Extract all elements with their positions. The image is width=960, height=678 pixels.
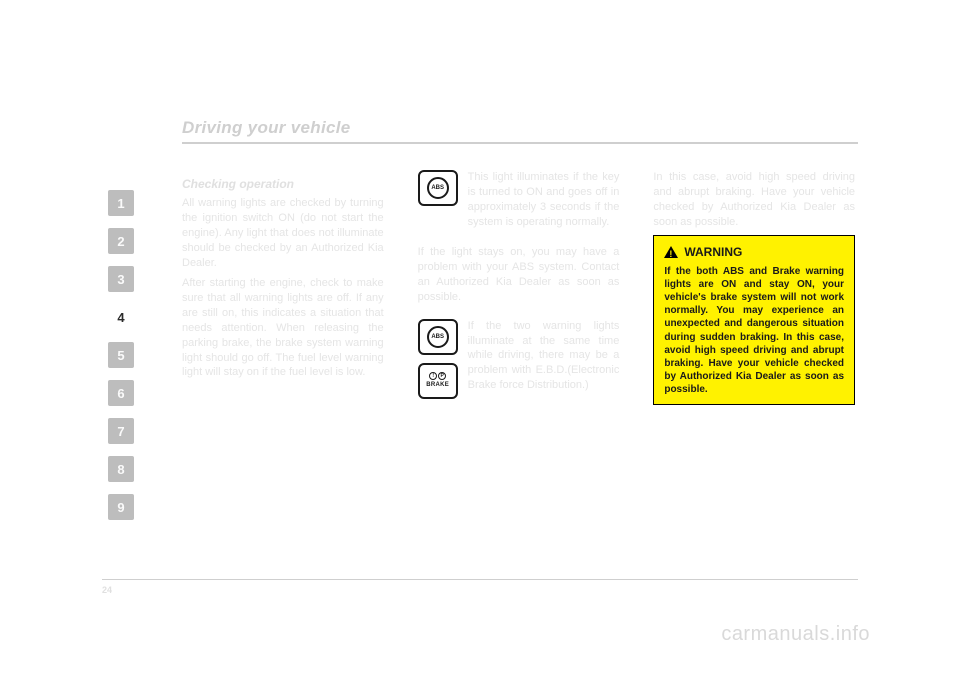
abs-icon-label-2: ABS [431,333,444,341]
rule-bottom [102,579,858,581]
warning-title: WARNING [684,244,742,260]
col2-p2: If the light stays on, you may have a pr… [418,245,620,304]
warning-title-row: WARNING [664,244,844,260]
warning-triangle-icon [664,246,678,258]
col3-p1: In this case, avoid high speed driving a… [653,170,855,229]
column-3: In this case, avoid high speed driving a… [653,170,855,573]
col1-p1: All warning lights are checked by turnin… [182,196,384,270]
page-number: 24 [102,585,112,595]
nav-5[interactable]: 5 [108,342,134,368]
warning-body: If the both ABS and Brake warning lights… [664,265,844,397]
content-columns: Checking operation All warning lights ar… [182,170,855,573]
icon-stack: ABS !P BRAKE [418,319,458,399]
manual-page: Driving your vehicle 1 2 3 4 5 6 7 8 9 C… [0,0,960,678]
abs-brake-row: ABS !P BRAKE If the two warning lights i… [418,319,620,399]
col2-p3: If the two warning lights illuminate at … [468,319,620,393]
abs-icon-label: ABS [431,184,444,192]
nav-9[interactable]: 9 [108,494,134,520]
nav-8[interactable]: 8 [108,456,134,482]
abs-icon-2: ABS [418,319,458,355]
nav-1[interactable]: 1 [108,190,134,216]
column-1: Checking operation All warning lights ar… [182,170,384,573]
col2-p1: This light illuminates if the key is tur… [468,170,620,229]
warning-box: WARNING If the both ABS and Brake warnin… [653,235,855,405]
chapter-nav: 1 2 3 4 5 6 7 8 9 [108,190,138,532]
watermark: carmanuals.info [721,623,870,646]
column-2: ABS This light illuminates if the key is… [418,170,620,573]
nav-6[interactable]: 6 [108,380,134,406]
nav-4[interactable]: 4 [108,304,134,330]
brake-icon-label: BRAKE [426,381,449,389]
abs-icon: ABS [418,170,458,206]
col1-heading: Checking operation [182,176,384,192]
nav-7[interactable]: 7 [108,418,134,444]
nav-3[interactable]: 3 [108,266,134,292]
rule-top [182,142,858,144]
col1-p2: After starting the engine, check to make… [182,276,384,380]
abs-row-1: ABS This light illuminates if the key is… [418,170,620,235]
nav-2[interactable]: 2 [108,228,134,254]
page-title: Driving your vehicle [182,118,351,138]
brake-icon: !P BRAKE [418,363,458,399]
